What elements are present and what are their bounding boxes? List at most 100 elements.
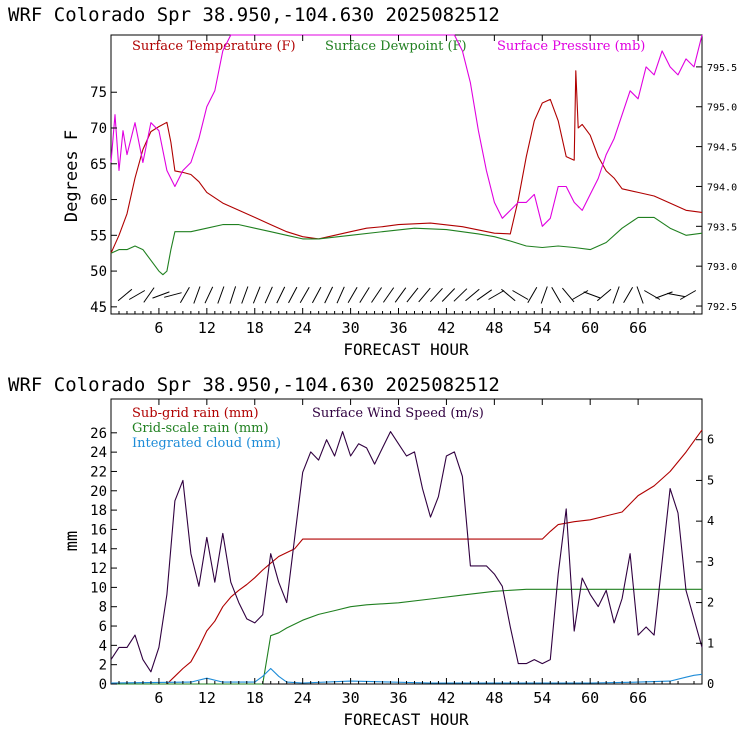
wind-barb bbox=[667, 292, 685, 298]
panel2-y2-tick-label: 2 bbox=[707, 596, 714, 610]
wind-barb bbox=[152, 291, 170, 299]
panel2-y-tick-label: 6 bbox=[99, 619, 107, 635]
wind-barb bbox=[179, 286, 190, 304]
panel2-y2-tick-label: 0 bbox=[707, 677, 714, 691]
panel2-series-wind-line bbox=[110, 431, 703, 673]
panel1-y2-tick-label: 793.0 bbox=[707, 262, 737, 273]
wind-barb bbox=[465, 288, 480, 302]
panel2-y-tick-label: 12 bbox=[90, 561, 107, 577]
panel2-y2-tick-label: 5 bbox=[707, 473, 714, 487]
panel2-x-tick-label: 30 bbox=[342, 689, 360, 707]
panel1-y2-tick-label: 793.5 bbox=[707, 222, 737, 233]
panel2-y2-tick-label: 1 bbox=[707, 636, 714, 650]
panel1-x-ticks: 6 12 18 24 30 36 42 48 54 60 66 bbox=[118, 35, 695, 337]
panel2-series-cloud-line bbox=[110, 667, 703, 684]
panel2-series-grid_rain-line bbox=[111, 588, 702, 685]
panel2-y-tick-label: 16 bbox=[90, 522, 107, 538]
wind-barb bbox=[562, 287, 575, 303]
panel2-x-tick-label: 60 bbox=[581, 689, 599, 707]
panel1-legend: Surface Temperature (F) Surface Dewpoint… bbox=[132, 39, 645, 54]
panel1-series-pressure-line bbox=[110, 34, 703, 227]
panel1-y-tick-label: 60 bbox=[90, 193, 107, 209]
panel2-series bbox=[110, 429, 703, 685]
panel1-x-tick-label: 12 bbox=[198, 319, 216, 337]
panel2-x-tick-label: 48 bbox=[485, 689, 503, 707]
legend-integrated-cloud: Integrated cloud (mm) bbox=[132, 436, 281, 451]
wind-barb bbox=[324, 286, 334, 304]
panel2-x-tick-label: 42 bbox=[437, 689, 455, 707]
wind-barb bbox=[572, 290, 589, 300]
panel1-series bbox=[110, 34, 703, 276]
panel2-y-tick-label: 0 bbox=[99, 677, 107, 693]
panel1-y-axis-label: Degrees F bbox=[62, 130, 82, 222]
panel1-x-tick-label: 18 bbox=[246, 319, 264, 337]
wind-barb bbox=[252, 286, 261, 304]
panel1-x-tick-label: 66 bbox=[629, 319, 647, 337]
panel1-y2-tick-label: 794.5 bbox=[707, 143, 737, 154]
panel1-y-tick-label: 70 bbox=[90, 121, 107, 137]
wind-barb bbox=[193, 286, 201, 304]
panel1-y2-tick-label: 795.5 bbox=[707, 63, 737, 74]
wind-barb bbox=[679, 290, 697, 300]
wind-barb bbox=[430, 287, 443, 303]
panel1-x-tick-label: 54 bbox=[533, 319, 551, 337]
panel2-title: WRF Colorado Spr 38.950,-104.630 2025082… bbox=[8, 374, 500, 396]
panel2-x-tick-label: 18 bbox=[246, 689, 264, 707]
wind-barb bbox=[299, 286, 310, 304]
panel1-x-tick-label: 30 bbox=[342, 319, 360, 337]
wind-barb bbox=[371, 287, 383, 303]
wind-barb bbox=[394, 287, 407, 303]
wind-barb bbox=[359, 287, 370, 303]
panel2-y-tick-label: 18 bbox=[90, 503, 107, 519]
wind-barb bbox=[612, 286, 620, 304]
panel2-y-axis-label: mm bbox=[62, 531, 82, 551]
panel2-x-tick-label: 12 bbox=[198, 689, 216, 707]
wind-barb bbox=[583, 291, 601, 299]
panel2-legend: Sub-grid rain (mm) Grid-scale rain (mm) … bbox=[132, 406, 484, 451]
panel2-y-tick-label: 20 bbox=[90, 484, 107, 500]
wind-barb bbox=[336, 286, 345, 304]
wind-barb bbox=[655, 291, 673, 299]
wind-barb bbox=[418, 287, 431, 303]
wind-barb bbox=[644, 290, 661, 300]
panel1-y2-tick-label: 795.0 bbox=[707, 103, 737, 114]
wind-barb bbox=[501, 288, 516, 302]
panel2-y-tick-label: 4 bbox=[99, 638, 107, 654]
panel1-y2-tick-label: 792.5 bbox=[707, 302, 737, 313]
wind-barb bbox=[311, 286, 322, 304]
wind-barb bbox=[382, 287, 395, 303]
legend-subgrid-rain: Sub-grid rain (mm) bbox=[132, 406, 259, 421]
wind-barb bbox=[476, 289, 492, 301]
wind-barb bbox=[551, 286, 562, 304]
wind-barb bbox=[276, 286, 286, 304]
panel2-y-tick-label: 14 bbox=[90, 542, 107, 558]
panel1-x-axis-label: FORECAST HOUR bbox=[343, 340, 469, 359]
panel1-y-tick-label: 65 bbox=[90, 157, 107, 173]
panel1-y2-tick-label: 794.0 bbox=[707, 182, 737, 193]
wind-barb bbox=[488, 290, 505, 300]
panel1-x-tick-label: 48 bbox=[485, 319, 503, 337]
wind-barb bbox=[164, 292, 182, 298]
panel1-y-tick-label: 55 bbox=[90, 228, 107, 244]
panel2-x-tick-label: 24 bbox=[294, 689, 312, 707]
wind-barb bbox=[347, 286, 358, 304]
legend-grid-scale-rain: Grid-scale rain (mm) bbox=[132, 421, 269, 436]
panel2-x-ticks: 6 12 18 24 30 36 42 48 54 60 66 bbox=[118, 399, 695, 707]
wind-barb bbox=[636, 286, 644, 304]
wind-barb bbox=[623, 286, 634, 304]
wind-barb bbox=[143, 287, 155, 303]
legend-surface-pressure: Surface Pressure (mb) bbox=[497, 39, 645, 54]
wind-barb bbox=[288, 286, 298, 304]
legend-surface-dewpoint: Surface Dewpoint (F) bbox=[325, 39, 467, 54]
panel2-y-tick-label: 2 bbox=[99, 658, 107, 674]
legend-surface-wind-speed: Surface Wind Speed (m/s) bbox=[312, 406, 484, 421]
panel1-y-tick-label: 45 bbox=[90, 300, 107, 316]
panel2-x-tick-label: 6 bbox=[154, 689, 163, 707]
panel1-x-tick-label: 6 bbox=[154, 319, 163, 337]
panel2-y2-tick-label: 3 bbox=[707, 555, 714, 569]
wind-barb bbox=[128, 290, 146, 300]
wind-barb bbox=[204, 286, 214, 304]
wind-barb bbox=[512, 290, 529, 300]
panel2-y2-tick-label: 6 bbox=[707, 433, 714, 447]
wind-barb bbox=[117, 288, 133, 302]
